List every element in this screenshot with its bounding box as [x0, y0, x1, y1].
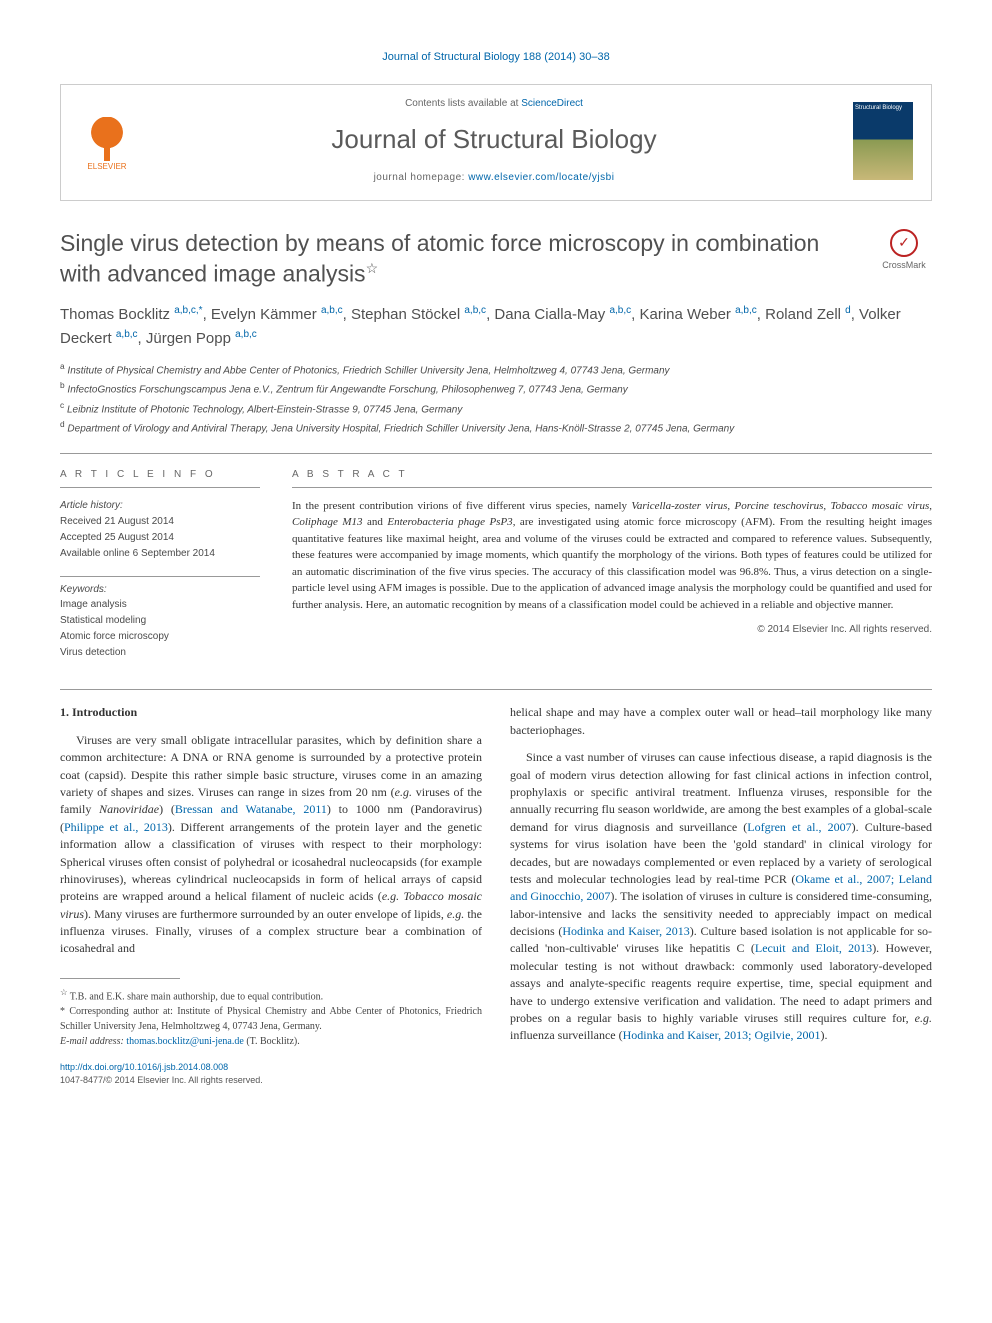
keyword: Image analysis: [60, 597, 260, 613]
journal-header: ELSEVIER Contents lists available at Sci…: [60, 84, 932, 201]
authors-list: Thomas Bocklitz a,b,c,*, Evelyn Kämmer a…: [60, 303, 932, 350]
intro-paragraph-2: Since a vast number of viruses can cause…: [510, 749, 932, 1045]
ref-link[interactable]: Lecuit and Eloit, 2013: [755, 941, 872, 955]
article-history: Article history: Received 21 August 2014…: [60, 498, 260, 562]
elsevier-logo[interactable]: ELSEVIER: [79, 110, 135, 172]
citation-line: Journal of Structural Biology 188 (2014)…: [60, 50, 932, 66]
homepage-link[interactable]: www.elsevier.com/locate/yjsbi: [468, 172, 614, 183]
body-column-left: 1. Introduction Viruses are very small o…: [60, 704, 482, 1087]
email-label: E-mail address:: [60, 1036, 126, 1047]
page-root: Journal of Structural Biology 188 (2014)…: [0, 0, 992, 1127]
email-who: (T. Bocklitz).: [244, 1036, 300, 1047]
abstract-heading: A B S T R A C T: [292, 468, 932, 488]
footnote-rule: [60, 978, 180, 979]
cover-label: Structural Biology: [855, 105, 902, 111]
header-center: Contents lists available at ScienceDirec…: [153, 97, 835, 186]
sciencedirect-link[interactable]: ScienceDirect: [521, 98, 583, 109]
section-heading: 1. Introduction: [60, 704, 482, 721]
affiliations: a Institute of Physical Chemistry and Ab…: [60, 360, 932, 437]
history-online: Available online 6 September 2014: [60, 546, 260, 562]
keyword: Atomic force microscopy: [60, 629, 260, 645]
article-title: Single virus detection by means of atomi…: [60, 229, 856, 289]
ref-link[interactable]: Lofgren et al., 2007: [747, 820, 851, 834]
ref-link[interactable]: Bressan and Watanabe, 2011: [175, 802, 327, 816]
crossmark-badge[interactable]: ✓ CrossMark: [876, 229, 932, 272]
history-accepted: Accepted 25 August 2014: [60, 530, 260, 546]
ref-link[interactable]: Okame et al., 2007; Leland and Ginocchio…: [510, 872, 932, 903]
body-column-right: helical shape and may have a complex out…: [510, 704, 932, 1087]
keywords-list: Image analysis Statistical modeling Atom…: [60, 597, 260, 661]
abstract-text: In the present contribution virions of f…: [292, 498, 932, 614]
intro-paragraph-1: Viruses are very small obligate intracel…: [60, 732, 482, 958]
email-link[interactable]: thomas.bocklitz@uni-jena.de: [126, 1036, 244, 1047]
keyword: Statistical modeling: [60, 613, 260, 629]
keyword: Virus detection: [60, 645, 260, 661]
journal-cover-thumb[interactable]: Structural Biology: [853, 102, 913, 180]
footnote-star-text: T.B. and E.K. share main authorship, due…: [70, 991, 323, 1002]
journal-name: Journal of Structural Biology: [153, 121, 835, 159]
history-received: Received 21 August 2014: [60, 514, 260, 530]
ref-link[interactable]: Philippe et al., 2013: [64, 820, 168, 834]
history-label: Article history:: [60, 498, 260, 514]
title-footnote-marker[interactable]: ☆: [366, 260, 379, 276]
footnote-corresponding: * Corresponding author at: Institute of …: [60, 1004, 482, 1034]
star-marker: ☆: [60, 988, 67, 997]
homepage-line: journal homepage: www.elsevier.com/locat…: [153, 171, 835, 186]
doc-footer: http://dx.doi.org/10.1016/j.jsb.2014.08.…: [60, 1061, 482, 1087]
title-text: Single virus detection by means of atomi…: [60, 230, 819, 287]
abstract-column: A B S T R A C T In the present contribut…: [292, 468, 932, 661]
article-info-heading: A R T I C L E I N F O: [60, 468, 260, 488]
ref-link[interactable]: Hodinka and Kaiser, 2013: [562, 924, 689, 938]
footnote-email: E-mail address: thomas.bocklitz@uni-jena…: [60, 1034, 482, 1049]
contents-line: Contents lists available at ScienceDirec…: [153, 97, 835, 112]
publisher-name: ELSEVIER: [87, 161, 126, 173]
keywords-label: Keywords:: [60, 576, 260, 598]
divider-mid: [60, 689, 932, 690]
issn-line: 1047-8477/© 2014 Elsevier Inc. All right…: [60, 1075, 263, 1085]
crossmark-icon: ✓: [890, 229, 918, 257]
body-columns: 1. Introduction Viruses are very small o…: [60, 704, 932, 1087]
footnotes: ☆ T.B. and E.K. share main authorship, d…: [60, 987, 482, 1049]
elsevier-tree-icon: [87, 117, 127, 161]
intro-paragraph-1-cont: helical shape and may have a complex out…: [510, 704, 932, 739]
ref-link[interactable]: Hodinka and Kaiser, 2013; Ogilvie, 2001: [623, 1028, 821, 1042]
abstract-copyright: © 2014 Elsevier Inc. All rights reserved…: [292, 623, 932, 638]
doi-link[interactable]: http://dx.doi.org/10.1016/j.jsb.2014.08.…: [60, 1062, 228, 1072]
homepage-prefix: journal homepage:: [374, 172, 469, 183]
title-row: Single virus detection by means of atomi…: [60, 229, 932, 289]
contents-prefix: Contents lists available at: [405, 98, 521, 109]
footnote-contribution: ☆ T.B. and E.K. share main authorship, d…: [60, 987, 482, 1004]
divider-top: [60, 453, 932, 454]
info-abstract-row: A R T I C L E I N F O Article history: R…: [60, 468, 932, 661]
article-info: A R T I C L E I N F O Article history: R…: [60, 468, 260, 661]
crossmark-label: CrossMark: [882, 259, 926, 272]
